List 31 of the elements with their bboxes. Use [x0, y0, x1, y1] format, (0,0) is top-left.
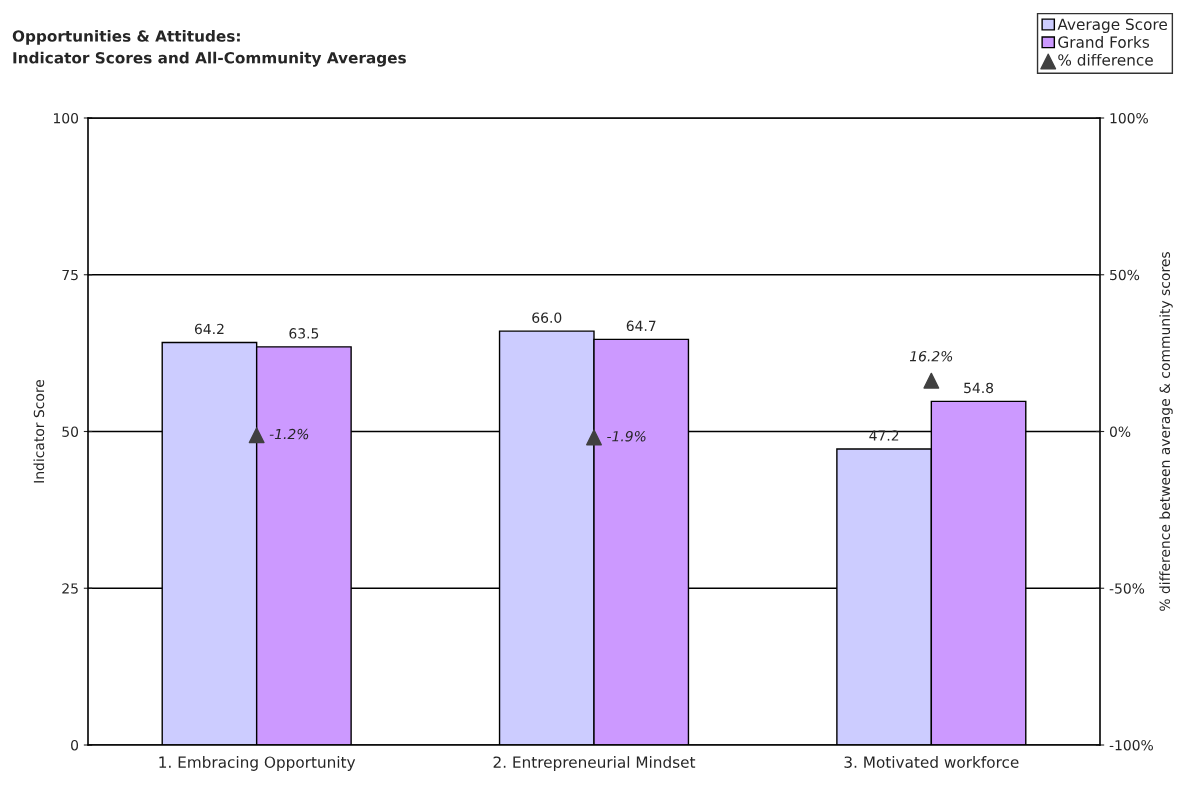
data-label: 54.8	[964, 382, 994, 394]
point	[586, 429, 602, 446]
x-tick-label: 1. Embracing Opportunity	[159, 756, 356, 771]
y2-tick-label: -100%	[1109, 739, 1153, 751]
y2-axis-title: % difference between average & community scores	[1159, 252, 1173, 611]
data-label: 64.2	[194, 323, 224, 335]
y2-tick-label: 50%	[1110, 269, 1140, 281]
point	[923, 372, 940, 389]
data-label: 63.5	[289, 328, 319, 339]
y-tick-label: 50	[62, 426, 79, 437]
data-label: 66.0	[532, 312, 562, 323]
legend-label: Average Score	[1057, 18, 1167, 34]
legend-label: Grand Forks	[1058, 36, 1150, 48]
data-label: 64.7	[626, 320, 656, 332]
chart-title: Opportunities & Attitudes: Indicator Scores and All-Community Averages	[12, 30, 406, 67]
data-label: 47.2	[869, 430, 899, 441]
point	[248, 427, 265, 444]
y2-tick-label: -50%	[1109, 583, 1145, 594]
y2-tick-label: 0%	[1109, 426, 1131, 437]
y2-tick-label: 100%	[1110, 112, 1148, 124]
y-tick-label: 75	[62, 269, 78, 281]
y-axis-title: Indicator Score	[33, 379, 45, 483]
data-label: -1.2%	[269, 428, 309, 440]
x-tick-label: 2. Entrepreneurial Mindset	[493, 756, 696, 771]
x-tick-label: 3. Motivated workforce	[844, 756, 1019, 768]
data-label: -1.9%	[607, 430, 646, 442]
legend-label: % difference	[1058, 53, 1153, 66]
y-tick-label: 25	[62, 583, 78, 594]
y-tick-label: 0	[71, 739, 79, 751]
data-label: 16.2%	[909, 350, 953, 362]
y-tick-label: 100	[53, 112, 79, 124]
